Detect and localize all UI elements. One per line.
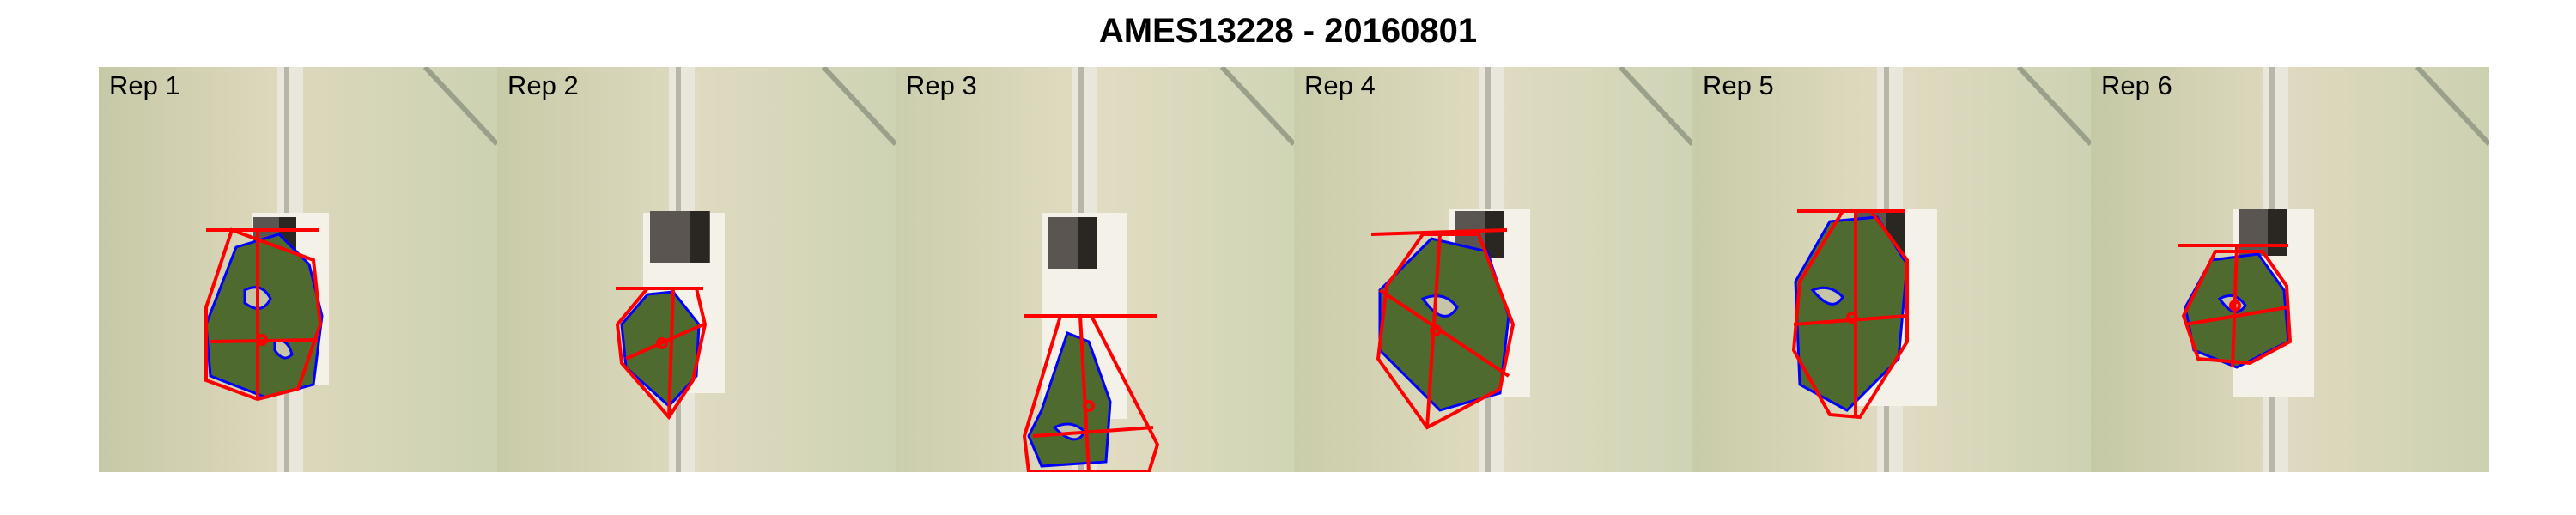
- figure-title: AMES13228 - 20160801: [1098, 12, 1478, 50]
- rep-label: Rep 5: [1703, 70, 1774, 100]
- convex-hull: [1022, 314, 1160, 472]
- rep-label: Rep 3: [906, 70, 977, 100]
- convex-hull: [1370, 228, 1516, 430]
- rep-panel-1: Rep 1: [99, 67, 497, 472]
- plant-image-3: [896, 67, 1294, 472]
- rep-panel-2: Rep 2: [497, 67, 896, 472]
- rep-panel-3: Rep 3: [896, 67, 1294, 472]
- rep-panel-5: Rep 5: [1692, 67, 2091, 472]
- rep-panel-4: Rep 4: [1294, 67, 1692, 472]
- convex-hull: [615, 287, 708, 421]
- convex-hull: [1791, 209, 1909, 420]
- rep-label: Rep 2: [507, 70, 579, 100]
- rep-label: Rep 1: [109, 70, 180, 100]
- rep-label: Rep 4: [1304, 70, 1376, 100]
- plant-image-1: [99, 67, 497, 472]
- plant-image-6: [2091, 67, 2489, 472]
- plant-image-4: [1294, 67, 1692, 472]
- image-strip: Rep 1: [99, 67, 2490, 472]
- plant-image-5: [1692, 67, 2091, 472]
- rep-label: Rep 6: [2101, 70, 2172, 100]
- convex-hull: [2178, 244, 2293, 368]
- convex-hull: [204, 227, 323, 402]
- plant-image-2: [497, 67, 896, 472]
- rep-panel-6: Rep 6: [2091, 67, 2489, 472]
